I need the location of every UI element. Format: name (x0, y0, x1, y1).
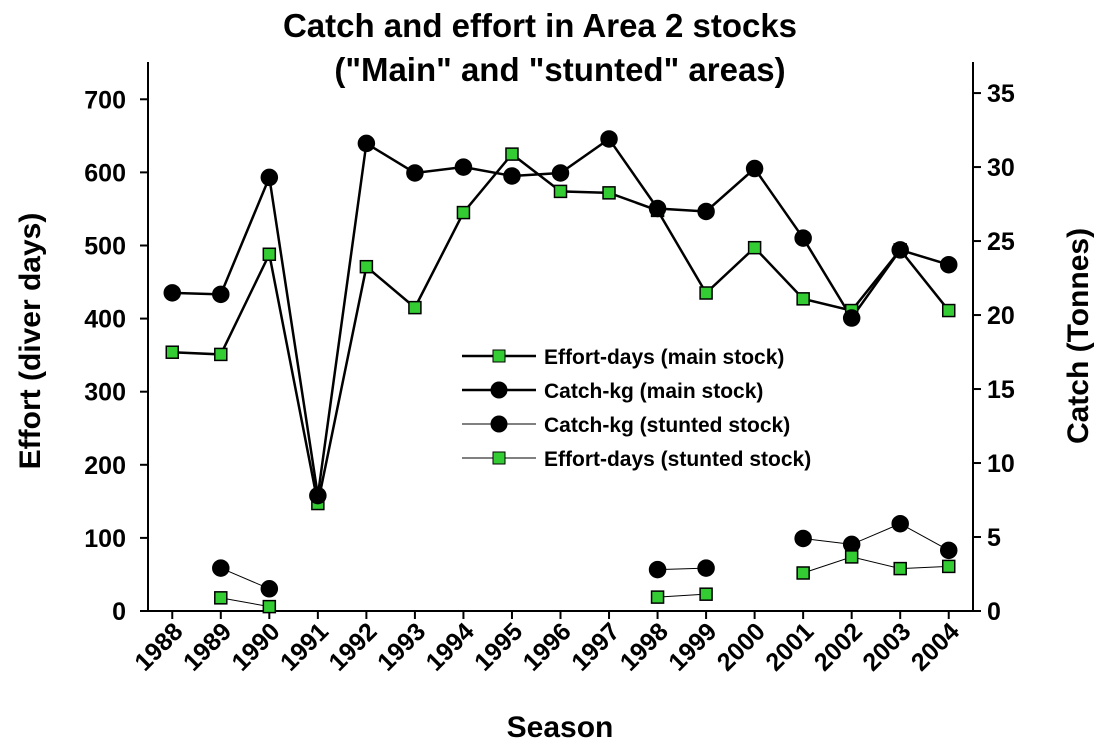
legend-marker (492, 451, 506, 465)
point (842, 309, 861, 327)
point (214, 347, 228, 362)
point (939, 255, 958, 274)
legend-label: Effort-days (stunted stock) (544, 448, 811, 471)
point (648, 199, 667, 218)
x-tick-label: 1997 (566, 617, 625, 676)
point (553, 184, 568, 199)
y-tick-label: 100 (84, 525, 126, 553)
point (745, 159, 764, 178)
point (262, 599, 277, 614)
point (359, 259, 374, 274)
point (893, 561, 907, 576)
point (747, 240, 762, 255)
point (939, 541, 958, 560)
legend-label: Catch-kg (stunted stock) (544, 414, 790, 437)
x-tick-label: 2000 (712, 617, 771, 676)
point (454, 158, 473, 176)
point (503, 167, 521, 185)
x-tick-label: 1999 (663, 617, 722, 676)
y2-tick-label: 25 (987, 228, 1015, 256)
point (357, 134, 376, 153)
y2-axis-label: Catch (Tonnes) (1062, 228, 1095, 444)
x-axis-label: Season (507, 711, 614, 744)
chart-title: Catch and effort in Area 2 stocks (283, 7, 797, 44)
point (796, 292, 810, 306)
series-line (220, 556, 949, 608)
x-tick-label: 1994 (421, 617, 480, 676)
point (406, 164, 424, 182)
y-tick-label: 700 (84, 86, 126, 114)
x-tick-label: 2003 (857, 617, 916, 676)
point (600, 130, 618, 148)
x-tick-label: 1992 (323, 617, 382, 676)
y2-tick-label: 35 (987, 80, 1015, 108)
point (551, 164, 570, 182)
y2-tick-label: 10 (987, 450, 1015, 478)
point (260, 580, 279, 598)
chart-subtitle: ("Main" and "stunted" areas) (334, 51, 785, 88)
x-tick-label: 1991 (275, 617, 334, 676)
point (163, 284, 182, 302)
legend-marker (490, 415, 508, 433)
point (794, 529, 812, 548)
point (941, 559, 956, 574)
point (505, 147, 519, 161)
y-tick-label: 400 (84, 306, 126, 334)
point (165, 345, 180, 359)
x-tick-label: 1990 (226, 617, 285, 676)
point (941, 303, 956, 318)
point (456, 205, 471, 220)
y2-tick-label: 5 (987, 524, 1001, 552)
x-tick-label: 1998 (615, 617, 674, 676)
point (697, 202, 715, 221)
point (844, 550, 859, 564)
series-line (220, 523, 949, 590)
y-tick-label: 0 (112, 598, 126, 626)
y2-tick-label: 15 (987, 376, 1015, 404)
legend-label: Effort-days (main stock) (544, 346, 784, 369)
point (891, 241, 909, 259)
x-tick-label: 2001 (760, 617, 819, 676)
y-axis-label: Effort (diver days) (14, 213, 47, 470)
point (260, 168, 279, 187)
point (697, 559, 715, 577)
x-tick-label: 1996 (518, 617, 577, 676)
legend-label: Catch-kg (main stock) (544, 380, 763, 403)
legend-marker (492, 349, 506, 363)
x-tick-label: 2002 (809, 617, 868, 676)
x-tick-label: 1989 (178, 617, 237, 676)
legend-marker (490, 381, 508, 399)
point (212, 559, 230, 577)
point (699, 587, 713, 601)
y2-tick-label: 30 (987, 154, 1015, 182)
point (602, 186, 616, 200)
x-tick-label: 1988 (129, 617, 188, 676)
y2-tick-label: 0 (987, 598, 1001, 626)
point (648, 560, 667, 579)
y-tick-label: 500 (84, 232, 126, 260)
x-tick-label: 1995 (469, 617, 528, 676)
point (794, 229, 812, 247)
x-tick-label: 1993 (372, 617, 431, 676)
x-tick-label: 2004 (906, 617, 965, 676)
point (262, 247, 277, 262)
point (408, 300, 422, 315)
point (842, 535, 861, 554)
point (699, 286, 713, 300)
point (650, 590, 665, 604)
y-tick-label: 200 (84, 452, 126, 480)
y-tick-label: 600 (84, 159, 126, 187)
point (309, 486, 327, 505)
point (891, 514, 909, 533)
y-tick-label: 300 (84, 379, 126, 407)
point (212, 285, 230, 304)
point (796, 566, 810, 580)
point (214, 591, 228, 605)
y2-tick-label: 20 (987, 302, 1015, 330)
